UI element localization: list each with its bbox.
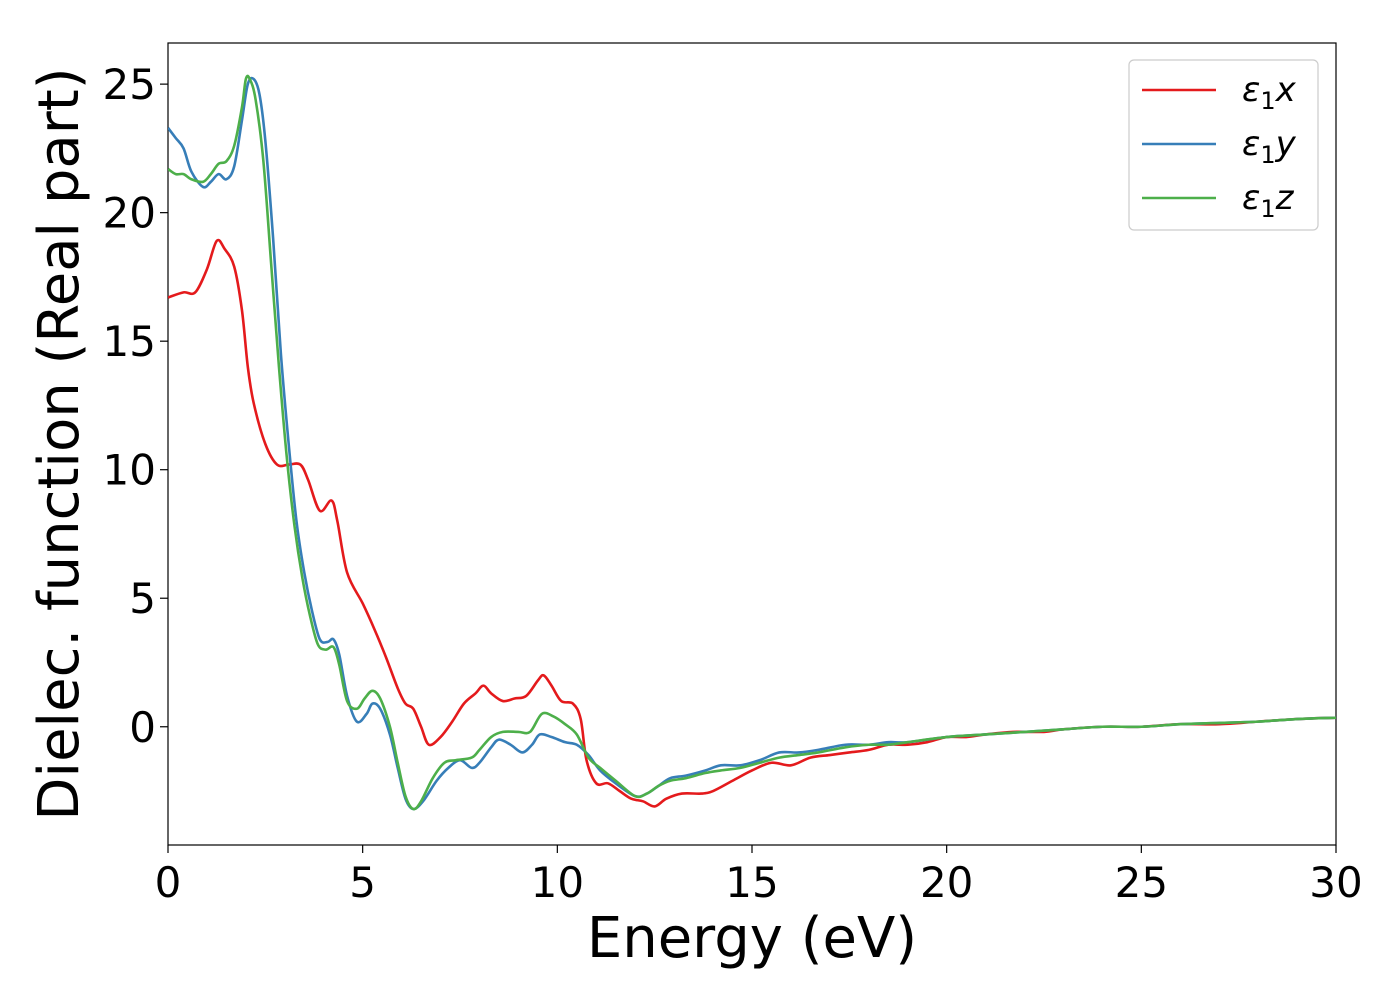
x-tick-label: 30 [1309, 858, 1362, 907]
legend-label-y: ε1y [1242, 124, 1297, 169]
x-tick-label: 25 [1115, 858, 1168, 907]
y-tick-label: 10 [103, 446, 156, 495]
y-tick-label: 15 [103, 317, 156, 366]
y-tick-label: 0 [129, 703, 156, 752]
x-tick-label: 0 [155, 858, 182, 907]
x-axis: 0 5 10 15 20 25 30 [155, 845, 1363, 907]
x-tick-label: 5 [349, 858, 376, 907]
y-tick-label: 25 [103, 60, 156, 109]
series-line-x [168, 238, 1336, 808]
y-tick-label: 5 [129, 574, 156, 623]
x-tick-label: 20 [920, 858, 973, 907]
y-tick-label: 20 [103, 189, 156, 238]
x-tick-label: 10 [531, 858, 584, 907]
y-axis-title: Dielec. function (Real part) [27, 67, 92, 820]
y-axis: 0 5 10 15 20 25 [103, 60, 168, 752]
x-axis-title: Energy (eV) [587, 906, 917, 971]
legend-box [1128, 59, 1319, 231]
legend-label-z: ε1z [1242, 178, 1295, 223]
series-line-z [168, 74, 1336, 811]
legend-label-x: ε1x [1242, 70, 1297, 115]
legend: ε1x ε1y ε1z [1128, 59, 1319, 231]
series-group [168, 74, 1336, 811]
x-tick-label: 15 [725, 858, 778, 907]
